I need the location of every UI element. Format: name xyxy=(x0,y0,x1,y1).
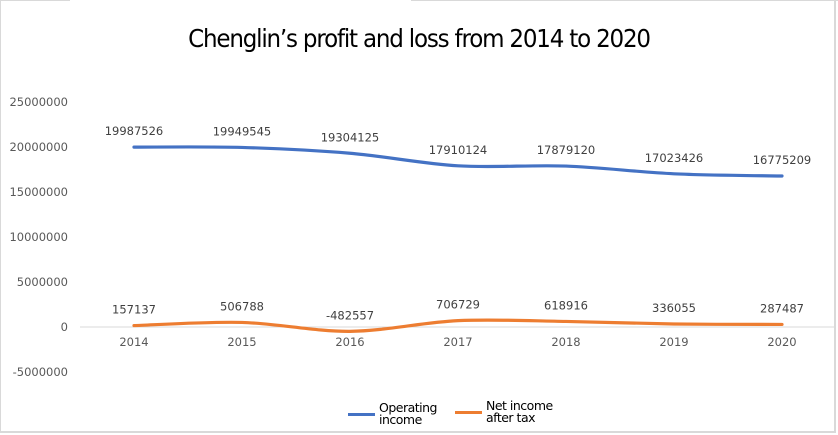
chart-title: Chenglin’s profit and loss from 2014 to … xyxy=(188,24,651,53)
data-label: 17910124 xyxy=(429,143,488,157)
data-label: 19304125 xyxy=(321,130,380,144)
y-tick-label: 5000000 xyxy=(17,275,68,289)
x-tick-label: 2016 xyxy=(335,335,364,349)
data-label: -482557 xyxy=(326,308,374,322)
x-tick-label: 2015 xyxy=(227,335,256,349)
data-labels: 19987526 19949545 19304125 17910124 17879120… xyxy=(105,124,812,322)
y-axis: 25000000 20000000 15000000 10000000 5000000 0… xyxy=(9,95,68,379)
x-tick-label: 2018 xyxy=(551,335,580,349)
legend-label-line: after tax xyxy=(486,410,536,425)
data-label: 618916 xyxy=(544,298,588,312)
y-tick-label: 10000000 xyxy=(9,230,68,244)
frame-top-edge xyxy=(0,0,70,1)
series-line-net-income-after-tax xyxy=(132,318,784,333)
legend-label: Operating income xyxy=(379,400,438,427)
legend-swatch xyxy=(348,412,375,416)
legend-label-line: Operating xyxy=(379,400,438,415)
x-tick-label: 2014 xyxy=(119,335,148,349)
x-tick-label: 2020 xyxy=(767,335,796,349)
data-label: 17023426 xyxy=(645,151,704,165)
y-tick-label: 25000000 xyxy=(9,95,68,109)
legend-swatch xyxy=(455,410,482,414)
data-label: 706729 xyxy=(436,298,480,312)
legend-item-operating-income[interactable]: Operating income xyxy=(348,400,438,427)
data-label: 336055 xyxy=(652,301,696,315)
data-label: 157137 xyxy=(112,303,156,317)
data-label: 287487 xyxy=(760,301,804,315)
data-label: 17879120 xyxy=(537,143,596,157)
legend-label-line: Net income xyxy=(486,398,553,413)
x-axis-labels: 2014 2015 2016 2017 2018 2019 2020 xyxy=(119,335,796,349)
y-tick-label: -5000000 xyxy=(13,365,68,379)
data-label: 16775209 xyxy=(753,153,812,167)
x-tick-label: 2019 xyxy=(659,335,688,349)
legend: Operating income Net income after tax xyxy=(0,399,838,431)
data-label: 19987526 xyxy=(105,124,164,138)
legend-item-net-income-after-tax[interactable]: Net income after tax xyxy=(455,398,553,425)
y-tick-label: 15000000 xyxy=(9,185,68,199)
legend-label: Net income after tax xyxy=(486,398,553,425)
frame-top-edge xyxy=(411,0,838,1)
series-group xyxy=(132,145,784,333)
legend-label-line: income xyxy=(379,412,422,427)
y-tick-label: 0 xyxy=(61,320,68,334)
y-tick-label: 20000000 xyxy=(9,140,68,154)
data-label: 19949545 xyxy=(213,124,272,138)
data-label: 506788 xyxy=(220,299,264,313)
x-tick-label: 2017 xyxy=(443,335,472,349)
